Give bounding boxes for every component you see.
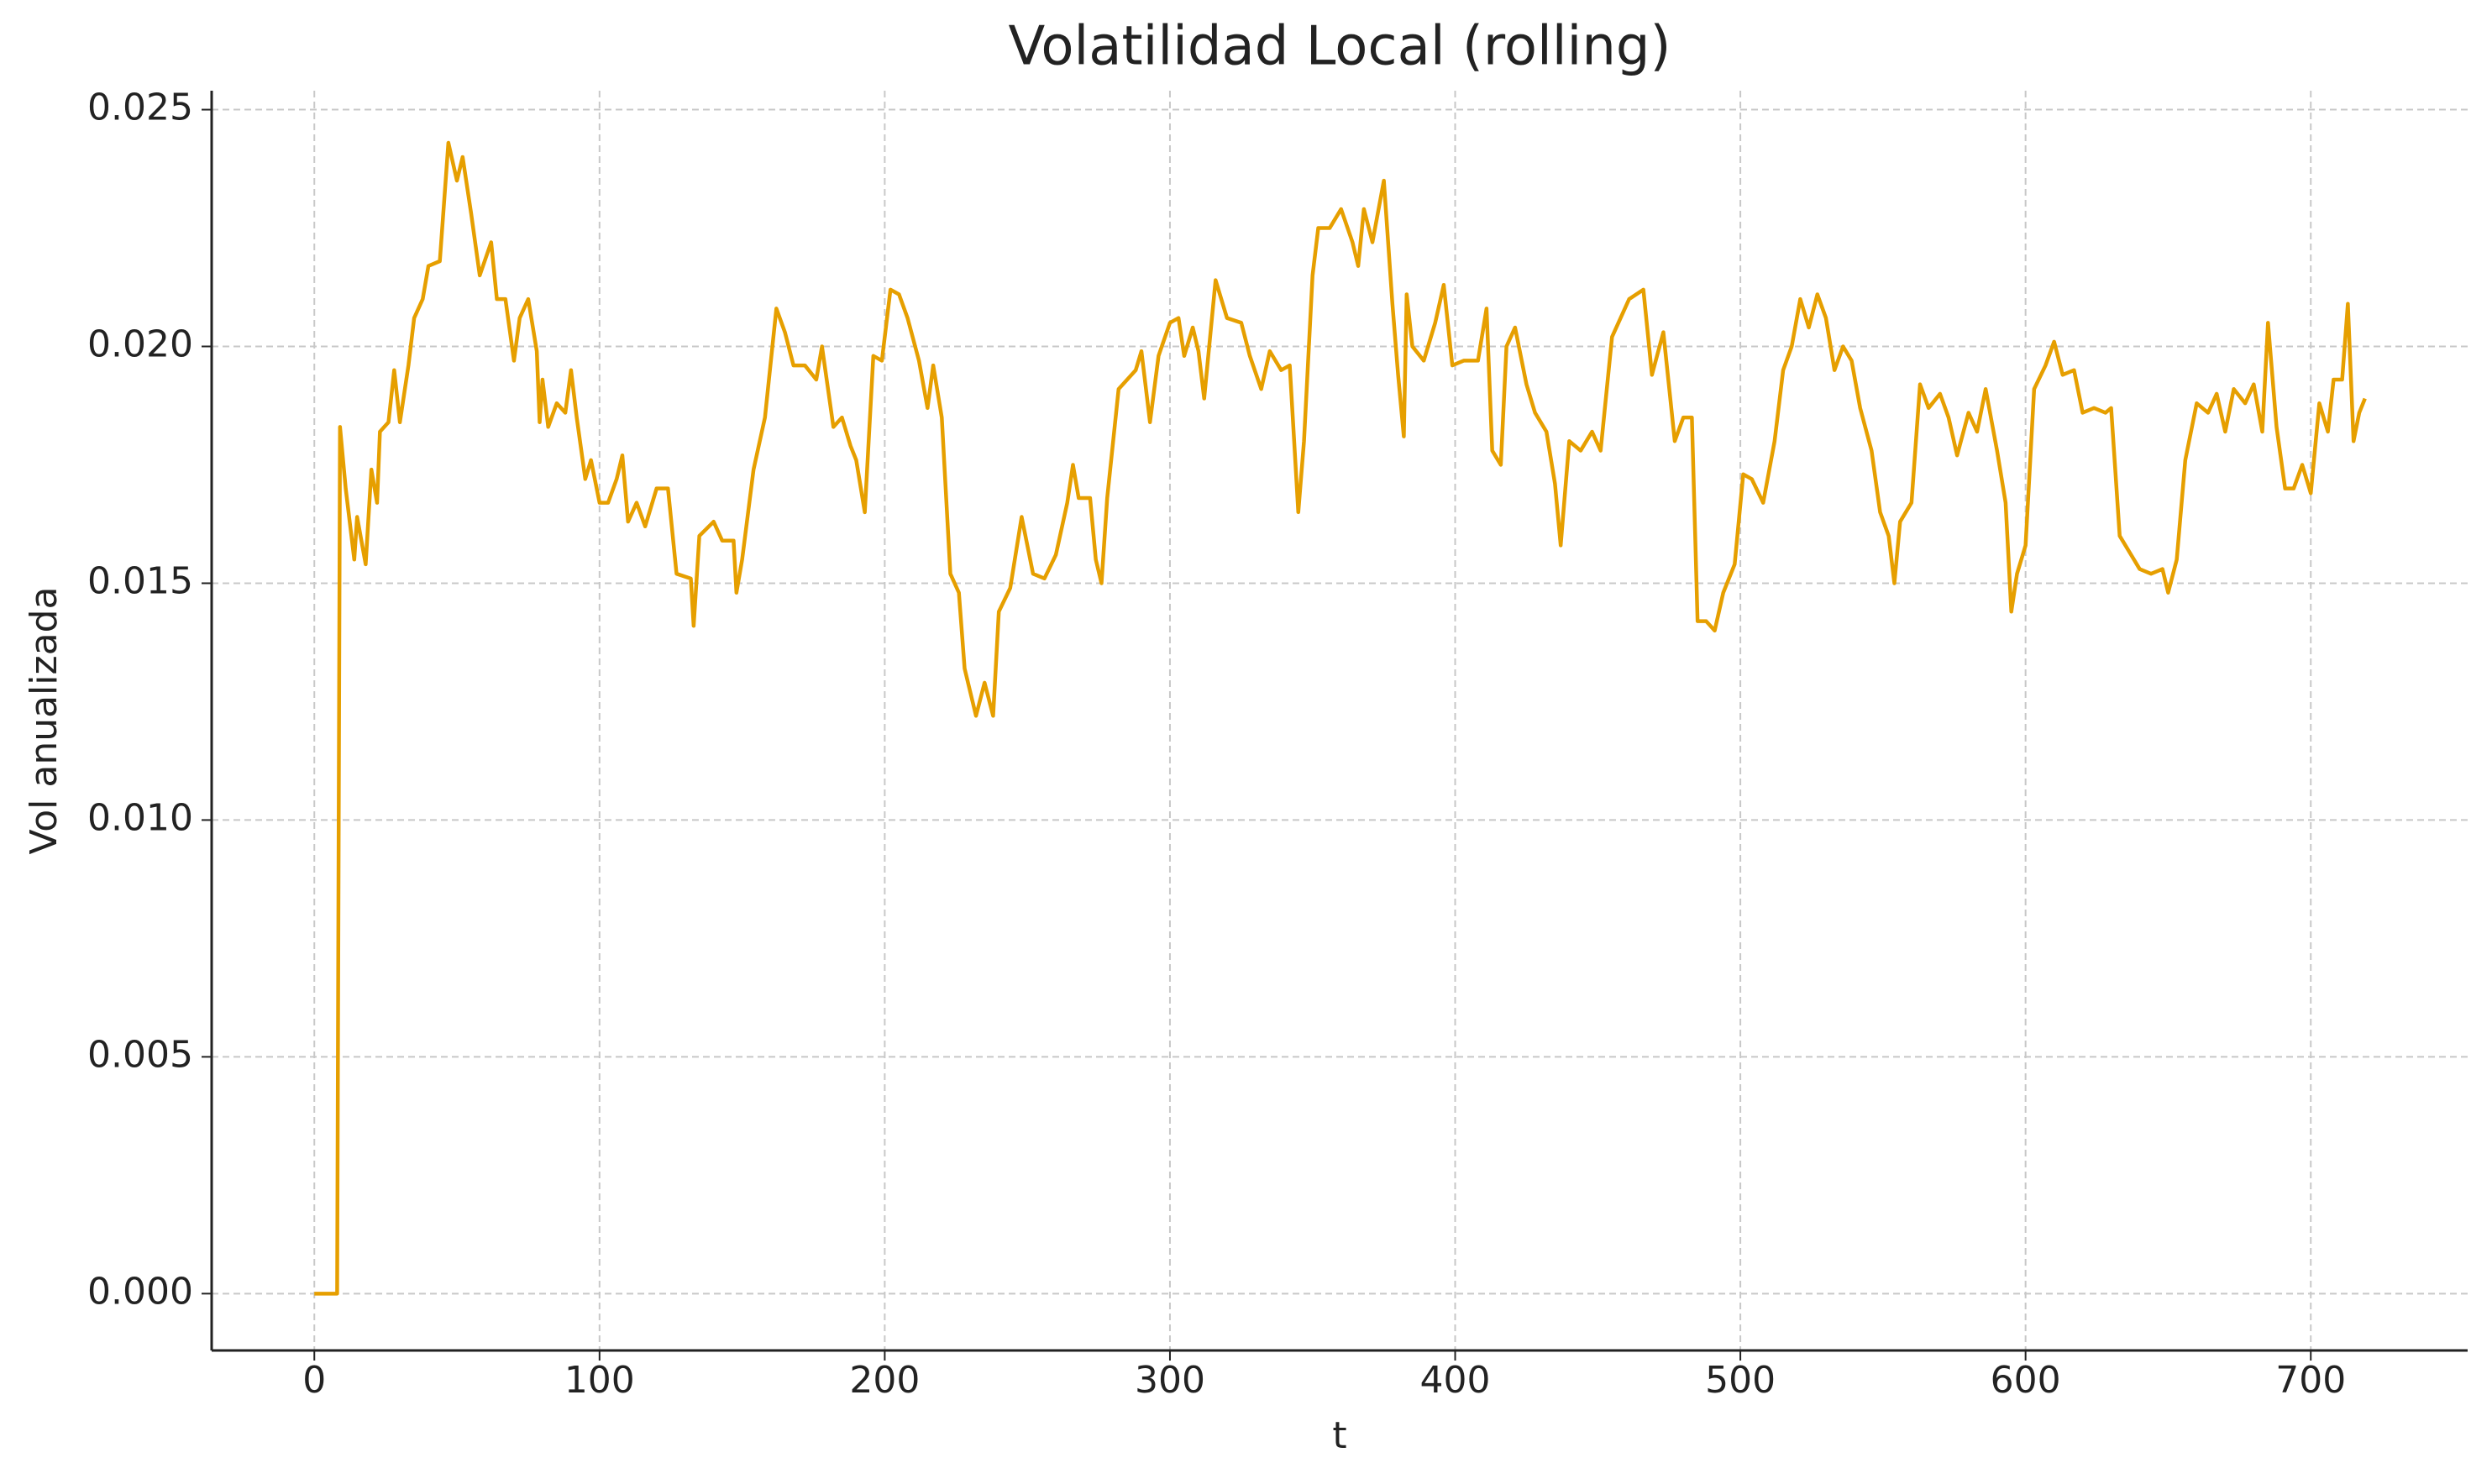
y-tick-label: 0.005 [87, 1033, 193, 1076]
y-tick-label: 0.000 [87, 1270, 193, 1313]
y-tick-label: 0.010 [87, 796, 193, 839]
y-tick-label: 0.020 [87, 323, 193, 366]
x-tick-label: 500 [1705, 1359, 1776, 1402]
x-tick-label: 300 [1135, 1359, 1205, 1402]
x-tick-label: 700 [2275, 1359, 2346, 1402]
x-tick-label: 200 [849, 1359, 920, 1402]
y-tick-label: 0.015 [87, 559, 193, 602]
y-axis-label: Vol anualizada [23, 587, 66, 855]
x-tick-label: 0 [302, 1359, 326, 1402]
x-axis-label: t [1332, 1414, 1346, 1457]
x-tick-label: 400 [1420, 1359, 1491, 1402]
y-tick-label: 0.025 [87, 87, 193, 129]
chart-title: Volatilidad Local (rolling) [1009, 16, 1671, 78]
x-tick-label: 100 [564, 1359, 635, 1402]
data-line [314, 140, 2367, 1296]
x-tick-label: 600 [1991, 1359, 2061, 1402]
